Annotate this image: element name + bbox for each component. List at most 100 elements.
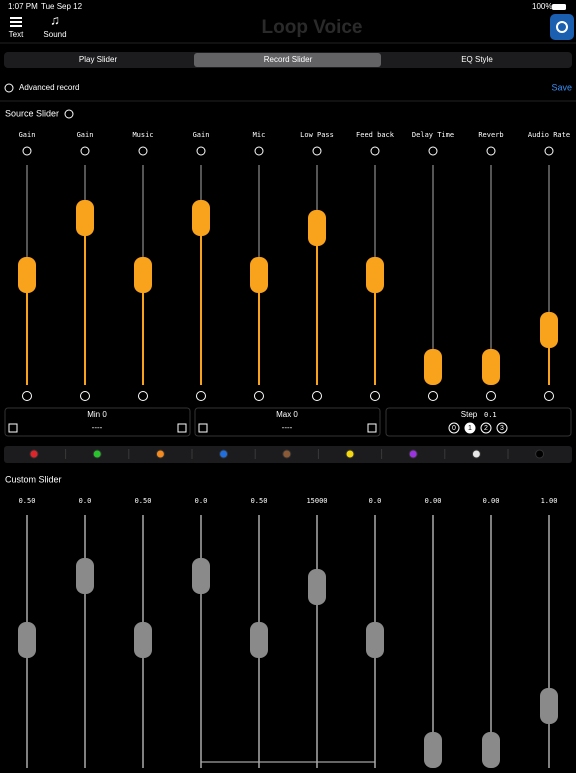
slider-thumb[interactable]: [540, 312, 558, 348]
slider-thumb[interactable]: [308, 210, 326, 246]
date: Tue Sep 12: [41, 2, 83, 11]
check-icon[interactable]: [370, 146, 380, 156]
reset-icon[interactable]: [312, 391, 322, 401]
slider-value: 1.00: [541, 497, 558, 505]
app-title: Loop Voice: [262, 17, 363, 38]
check-icon[interactable]: [80, 146, 90, 156]
check-icon[interactable]: [138, 146, 148, 156]
color-swatch[interactable]: [92, 449, 102, 459]
slider-thumb[interactable]: [424, 732, 442, 768]
sound-button[interactable]: ♫ Sound: [43, 12, 66, 39]
slider-value: 0.0: [79, 497, 92, 505]
plus-button[interactable]: [177, 423, 187, 433]
time: 1:07 PM: [8, 2, 38, 11]
reset-icon[interactable]: [22, 391, 32, 401]
check-icon[interactable]: [22, 146, 32, 156]
max-box: Max 0 ----: [194, 407, 381, 437]
slider-label: Low Pass: [300, 131, 334, 139]
check-icon: [4, 83, 14, 93]
help-icon[interactable]: [64, 109, 74, 119]
text-button[interactable]: Text: [9, 17, 24, 39]
battery-icon: [552, 4, 566, 10]
step-label: Step: [461, 410, 478, 419]
check-icon[interactable]: [428, 146, 438, 156]
slider-thumb[interactable]: [192, 200, 210, 236]
reset-icon[interactable]: [254, 391, 264, 401]
reset-icon[interactable]: [80, 391, 90, 401]
tab[interactable]: EQ Style: [461, 55, 493, 64]
slider-thumb[interactable]: [250, 622, 268, 658]
slider-thumb[interactable]: [76, 558, 94, 594]
step-option-label: 2: [484, 425, 488, 432]
max-value: ----: [282, 423, 293, 432]
slider-thumb[interactable]: [76, 200, 94, 236]
slider-value: 15000: [306, 497, 327, 505]
slider-value: 0.0: [369, 497, 382, 505]
slider-thumb[interactable]: [424, 349, 442, 385]
reset-icon[interactable]: [486, 391, 496, 401]
slider-thumb[interactable]: [250, 257, 268, 293]
color-swatch[interactable]: [408, 449, 418, 459]
slider-thumb[interactable]: [482, 349, 500, 385]
tab[interactable]: Play Slider: [79, 55, 118, 64]
color-swatch[interactable]: [345, 449, 355, 459]
save-button[interactable]: Save: [551, 82, 572, 92]
slider-label: Delay Time: [412, 131, 454, 139]
color-swatch[interactable]: [282, 449, 292, 459]
step-option[interactable]: [448, 422, 460, 434]
color-swatch[interactable]: [155, 449, 165, 459]
tab-selected: [194, 53, 381, 67]
slider-value: 0.00: [483, 497, 500, 505]
reset-icon[interactable]: [196, 391, 206, 401]
color-swatch[interactable]: [29, 449, 39, 459]
color-swatch[interactable]: [535, 449, 545, 459]
step-option-label: 3: [500, 425, 504, 432]
reset-icon[interactable]: [428, 391, 438, 401]
slider-thumb[interactable]: [134, 622, 152, 658]
min-value: ----: [92, 423, 103, 432]
reset-icon[interactable]: [544, 391, 554, 401]
slider-label: Gain: [19, 131, 36, 139]
section-title: Source Slider: [5, 108, 59, 118]
settings-button[interactable]: [550, 14, 574, 40]
slider-label: Feed back: [356, 131, 395, 139]
tab[interactable]: Record Slider: [264, 55, 313, 64]
advanced-record[interactable]: Advanced record: [19, 83, 79, 92]
reset-icon[interactable]: [138, 391, 148, 401]
reset-icon[interactable]: [370, 391, 380, 401]
slider-thumb[interactable]: [134, 257, 152, 293]
step-option[interactable]: [464, 422, 476, 434]
color-swatch[interactable]: [219, 449, 229, 459]
slider-label: Mic: [253, 131, 266, 139]
slider-value: 0.0: [195, 497, 208, 505]
check-icon[interactable]: [544, 146, 554, 156]
slider-thumb[interactable]: [482, 732, 500, 768]
step-option[interactable]: [480, 422, 492, 434]
slider-label: Gain: [77, 131, 94, 139]
check-icon[interactable]: [254, 146, 264, 156]
step-value: 0.1: [484, 411, 497, 419]
slider-value: 0.50: [19, 497, 36, 505]
slider-thumb[interactable]: [18, 257, 36, 293]
slider-label: Audio Rate: [528, 131, 570, 139]
slider-thumb[interactable]: [308, 569, 326, 605]
step-option[interactable]: [496, 422, 508, 434]
slider-thumb[interactable]: [366, 622, 384, 658]
slider-thumb[interactable]: [192, 558, 210, 594]
step-option-label: 0: [452, 425, 456, 432]
check-icon[interactable]: [196, 146, 206, 156]
check-icon[interactable]: [486, 146, 496, 156]
minus-button[interactable]: [367, 423, 377, 433]
plus-button[interactable]: [198, 423, 208, 433]
gear-icon: [556, 21, 568, 33]
slider-thumb[interactable]: [540, 688, 558, 724]
color-swatch[interactable]: [471, 449, 481, 459]
check-icon[interactable]: [312, 146, 322, 156]
minus-button[interactable]: [8, 423, 18, 433]
section-title: Custom Slider: [5, 474, 62, 484]
slider-thumb[interactable]: [18, 622, 36, 658]
svg-text:♫: ♫: [50, 12, 60, 27]
slider-thumb[interactable]: [366, 257, 384, 293]
